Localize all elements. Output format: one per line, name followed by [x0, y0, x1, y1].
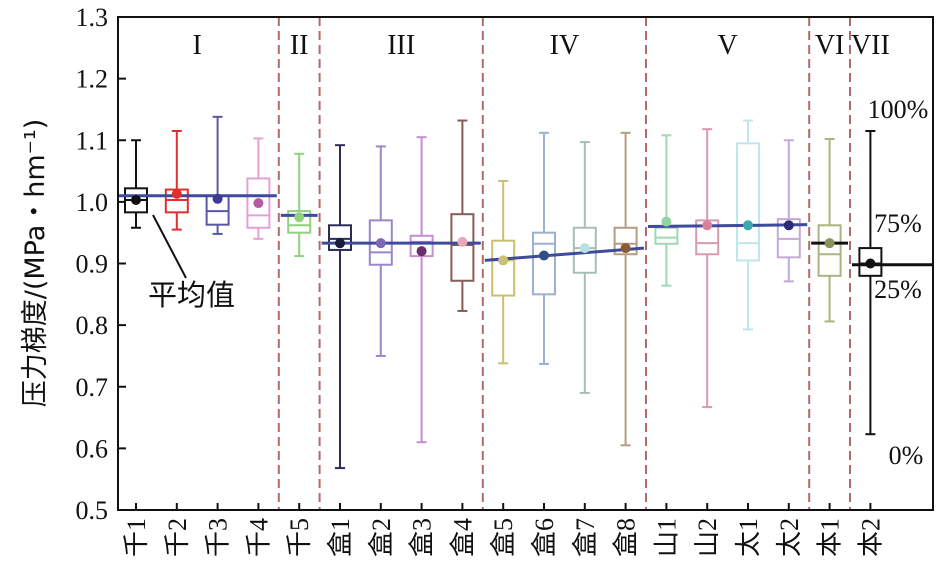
legend-label-100: 100% — [868, 95, 929, 124]
x-tick-label: 千4 — [244, 518, 273, 557]
x-tick-label: 本1 — [816, 518, 845, 557]
x-tick-label: 盒3 — [408, 518, 437, 557]
x-tick-label: 千1 — [122, 518, 151, 557]
x-tick-label: 盒1 — [326, 518, 355, 557]
legend-label-25: 25% — [874, 275, 922, 304]
mean-annotation-label: 平均值 — [148, 279, 235, 312]
mean-dot-盒8 — [620, 243, 631, 254]
x-tick-label: 盒7 — [571, 518, 600, 557]
region-label: VII — [851, 30, 890, 61]
region-label: VI — [815, 30, 845, 61]
box-千3 — [205, 115, 230, 235]
y-tick-label: 1.0 — [76, 188, 109, 217]
x-tick-label: 盒2 — [367, 518, 396, 557]
mean-dot-盒7 — [579, 243, 590, 254]
mean-dot-本2 — [865, 258, 876, 269]
iqr-box — [491, 239, 516, 297]
legend-label-0: 0% — [889, 441, 924, 470]
box-千5 — [287, 152, 312, 258]
box-千2 — [164, 130, 189, 231]
x-tick-label: 千3 — [204, 518, 233, 557]
mean-dot-千1 — [131, 195, 141, 206]
mean-dot-盒2 — [375, 238, 386, 249]
region-label: III — [387, 30, 415, 61]
region-mean-line — [484, 246, 645, 262]
plot-frame — [117, 16, 934, 511]
mean-dot-千2 — [171, 188, 182, 199]
box-千1 — [124, 139, 148, 229]
x-tick-label: 千2 — [163, 518, 192, 557]
region-label: V — [717, 30, 737, 61]
x-tick-label: 盒4 — [448, 518, 477, 557]
x-tick-label: 太1 — [734, 518, 763, 557]
box-盒4 — [450, 119, 475, 312]
iqr-box — [817, 224, 842, 277]
mean-dot-盒1 — [335, 238, 345, 249]
region-mean-line — [647, 223, 808, 229]
legend-label-75: 75% — [874, 209, 922, 238]
box-太2 — [776, 139, 801, 283]
mean-dot-山1 — [661, 216, 672, 227]
iqr-box — [532, 231, 556, 296]
mean-dot-太1 — [743, 220, 753, 231]
region-label: I — [193, 30, 202, 61]
x-tick-label: 千5 — [285, 518, 314, 557]
x-tick-label: 太2 — [775, 518, 804, 557]
box-盒3 — [409, 136, 434, 444]
box-千4 — [246, 137, 271, 240]
box-山2 — [695, 128, 720, 409]
mean-annotation-pointer — [152, 214, 187, 279]
box-盒7 — [572, 141, 597, 394]
x-tick-label: 本2 — [856, 518, 885, 557]
box-盒6 — [532, 131, 556, 365]
mean-dot-盒6 — [539, 250, 549, 261]
y-tick-label: 0.7 — [76, 373, 109, 402]
iqr-box — [654, 226, 679, 245]
iqr-box — [450, 213, 475, 282]
y-tick-label: 1.2 — [76, 65, 109, 94]
mean-dot-太2 — [783, 220, 794, 231]
box-盒5 — [491, 179, 516, 365]
region-label: II — [290, 30, 309, 61]
mean-dot-千3 — [212, 193, 223, 204]
x-tick-label: 山1 — [652, 518, 681, 557]
box-山1 — [654, 134, 679, 287]
x-tick-label: 盒8 — [612, 518, 641, 557]
y-axis-label: 压力梯度/(MPa・hm⁻¹) — [20, 119, 51, 408]
mean-dot-盒5 — [498, 255, 509, 266]
box-盒2 — [368, 145, 393, 357]
box-本1 — [817, 138, 842, 323]
y-tick-label: 1.3 — [76, 3, 109, 32]
mean-dot-盒3 — [416, 246, 427, 257]
region-label: IV — [550, 30, 580, 61]
mean-dot-千5 — [294, 212, 305, 223]
y-tick-label: 1.1 — [76, 126, 109, 155]
mean-dot-盒4 — [457, 236, 468, 247]
y-tick-label: 0.5 — [76, 496, 109, 525]
box-太1 — [736, 119, 760, 331]
y-tick-label: 0.6 — [76, 434, 109, 463]
x-tick-label: 山2 — [693, 518, 722, 557]
box-盒1 — [328, 144, 352, 470]
mean-dot-本1 — [824, 238, 835, 249]
y-tick-label: 0.8 — [76, 311, 109, 340]
x-tick-label: 盒5 — [489, 518, 518, 557]
x-tick-label: 盒6 — [530, 518, 559, 557]
mean-dot-千4 — [253, 198, 264, 209]
iqr-box — [736, 142, 760, 262]
mean-dot-山2 — [702, 220, 713, 231]
chart-body: 0.50.60.70.80.91.01.11.21.3I II III IV V VI VI… — [76, 3, 933, 557]
y-tick-label: 0.9 — [76, 250, 109, 279]
box-盒8 — [613, 131, 638, 447]
